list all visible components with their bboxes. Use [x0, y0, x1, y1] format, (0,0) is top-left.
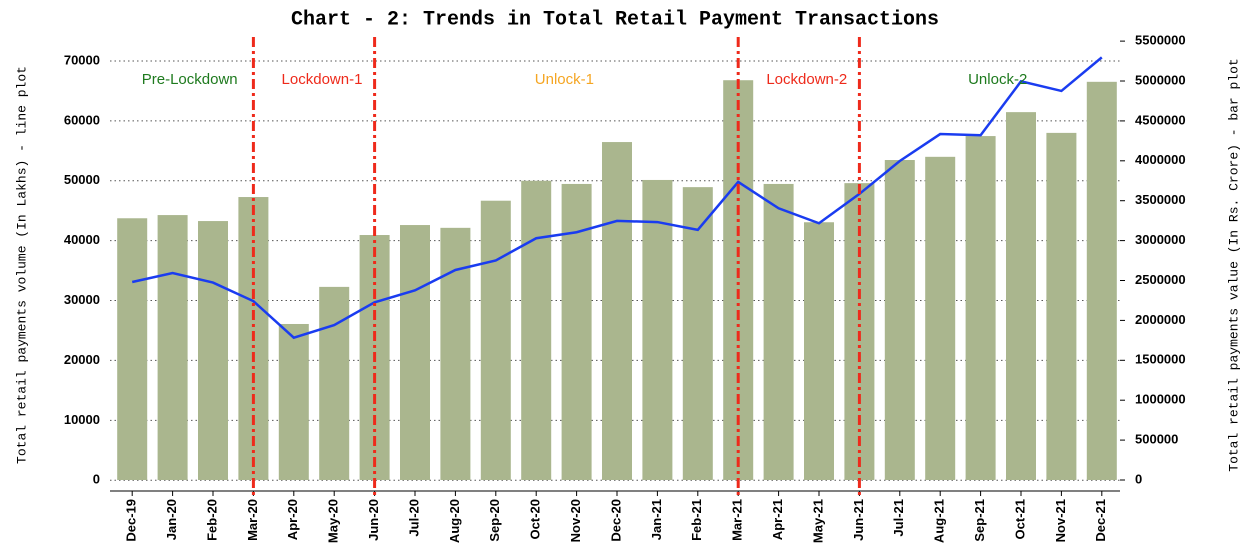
y-tick-label: 40000 [64, 232, 100, 247]
x-tick-label: Jan-20 [164, 499, 179, 540]
y2-tick-label: 5500000 [1135, 33, 1186, 48]
x-tick-label: Nov-21 [1053, 499, 1068, 542]
bar [763, 183, 794, 480]
phase-label: Pre-Lockdown [142, 71, 238, 88]
x-tick-label: Dec-20 [608, 499, 623, 542]
y2-tick-label: 2500000 [1135, 272, 1186, 287]
phase-label: Lockdown-2 [766, 71, 847, 88]
x-tick-label: Feb-20 [204, 499, 219, 541]
x-tick-label: Sep-21 [972, 499, 987, 542]
x-tick-label: Feb-21 [689, 499, 704, 541]
y2-tick-label: 1000000 [1135, 392, 1186, 407]
y-tick-label: 20000 [64, 352, 100, 367]
bar [400, 225, 430, 480]
x-tick-label: Dec-21 [1093, 499, 1108, 542]
y2-tick-label: 500000 [1135, 432, 1178, 447]
x-tick-label: Apr-21 [770, 499, 785, 540]
bar [642, 179, 673, 480]
y2-tick-label: 0 [1135, 471, 1142, 486]
y2-tick-label: 4000000 [1135, 152, 1186, 167]
y-tick-label: 60000 [64, 112, 100, 127]
chart-title: Chart - 2: Trends in Total Retail Paymen… [291, 8, 939, 31]
phase-label: Unlock-2 [968, 71, 1027, 88]
y2-tick-label: 3000000 [1135, 232, 1186, 247]
x-tick-label: Jun-20 [366, 499, 381, 541]
x-tick-label: Jul-21 [891, 499, 906, 537]
bar [1086, 81, 1117, 480]
x-tick-label: Aug-21 [932, 499, 947, 543]
y2-tick-label: 3500000 [1135, 192, 1186, 207]
x-tick-label: Nov-20 [568, 499, 583, 542]
y-tick-label: 10000 [64, 412, 100, 427]
bar [1046, 132, 1077, 480]
phase-label: Unlock-1 [535, 71, 594, 88]
y-axis-label: Total retail payments volume (In Lakhs) … [14, 66, 29, 464]
bar [925, 156, 956, 480]
x-tick-label: Aug-20 [447, 499, 462, 543]
bar [602, 142, 632, 480]
y2-tick-label: 2000000 [1135, 312, 1186, 327]
y-tick-label: 0 [93, 472, 100, 487]
x-tick-label: May-20 [326, 499, 341, 543]
line [131, 56, 1103, 340]
x-tick-label: May-21 [810, 499, 825, 543]
bar [278, 323, 309, 480]
bar [117, 218, 148, 480]
bar [965, 136, 996, 480]
bar [319, 286, 350, 480]
y-tick-label: 70000 [64, 52, 100, 67]
y-tick-label: 30000 [64, 292, 100, 307]
x-tick-label: Apr-20 [285, 499, 300, 540]
bar [884, 160, 915, 480]
bar [521, 180, 552, 480]
bar [682, 187, 713, 480]
x-tick-label: Jan-21 [649, 499, 664, 540]
bar [198, 221, 228, 480]
y2-tick-label: 1500000 [1135, 352, 1186, 367]
x-tick-label: Oct-21 [1012, 499, 1027, 539]
bar [440, 227, 471, 480]
bar [804, 222, 834, 480]
x-tick-label: Sep-20 [487, 499, 502, 542]
y2-tick-label: 5000000 [1135, 72, 1186, 87]
bar [1006, 112, 1036, 480]
x-tick-label: Dec-19 [124, 499, 139, 542]
x-tick-label: Mar-20 [245, 499, 260, 541]
x-tick-label: Jul-20 [406, 499, 421, 537]
y2-tick-label: 4500000 [1135, 112, 1186, 127]
x-tick-label: Mar-21 [730, 499, 745, 541]
y2-axis-label: Total retail payments value (In Rs. Cror… [1226, 58, 1241, 471]
x-tick-label: Jun-21 [851, 499, 866, 541]
x-tick-label: Oct-20 [528, 499, 543, 539]
y-tick-label: 50000 [64, 172, 100, 187]
phase-label: Lockdown-1 [282, 71, 363, 88]
bar [480, 200, 511, 480]
bar [157, 215, 188, 480]
